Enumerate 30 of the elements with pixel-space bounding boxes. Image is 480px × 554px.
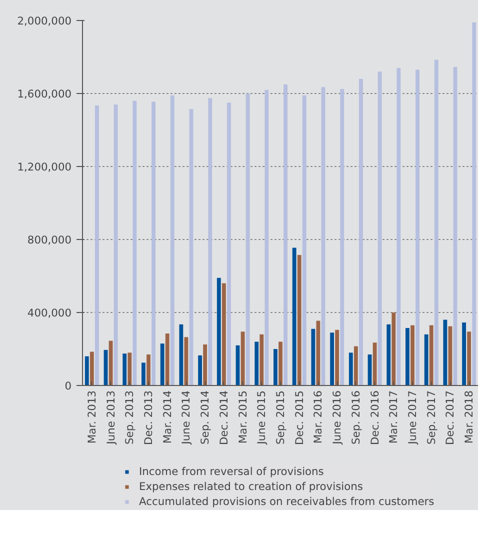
y-tick-label: 1,200,000: [17, 160, 72, 174]
x-tick-label: June 2015: [255, 390, 268, 446]
y-tick-label: 1,600,000: [17, 88, 72, 100]
x-tick-label: Sep. 2014: [198, 390, 212, 444]
x-tick-label: Mar. 2017: [387, 390, 400, 444]
x-tick-label: June 2017: [406, 390, 419, 446]
y-tick-label: 400,000: [27, 306, 72, 320]
y-tick-label: 2,000,000: [17, 14, 72, 28]
x-tick-label: Mar. 2018: [462, 390, 476, 444]
x-tick-label: Dec. 2017: [444, 390, 457, 446]
x-tick-label: June 2016: [330, 390, 344, 446]
x-tick-label: Mar. 2014: [160, 390, 174, 444]
x-tick-label: Sep. 2017: [424, 390, 438, 444]
x-tick-label: June 2013: [104, 390, 118, 446]
x-tick-label: Dec. 2013: [142, 390, 155, 446]
x-tick-label: Mar. 2015: [236, 390, 250, 444]
x-tick-label: Sep. 2016: [349, 390, 362, 444]
x-tick-label: Sep. 2015: [274, 390, 287, 444]
x-tick-label: Mar. 2013: [85, 390, 98, 444]
x-tick-label: Dec. 2015: [292, 390, 306, 446]
x-tick-label: Sep. 2013: [123, 390, 136, 444]
x-tick-label: Dec. 2014: [217, 390, 230, 446]
y-tick-label: 800,000: [27, 234, 72, 246]
x-tick-label: June 2014: [180, 390, 193, 446]
legend-label: Expenses related to creation of provisions: [139, 480, 363, 493]
legend-label: Accumulated provisions on receivables from customers: [139, 495, 434, 508]
x-tick-label: Dec. 2016: [368, 390, 382, 446]
legend-label: Income from reversal of provisions: [139, 465, 324, 478]
y-tick-label: 0: [64, 380, 72, 392]
x-tick-label: Mar. 2016: [312, 390, 325, 444]
